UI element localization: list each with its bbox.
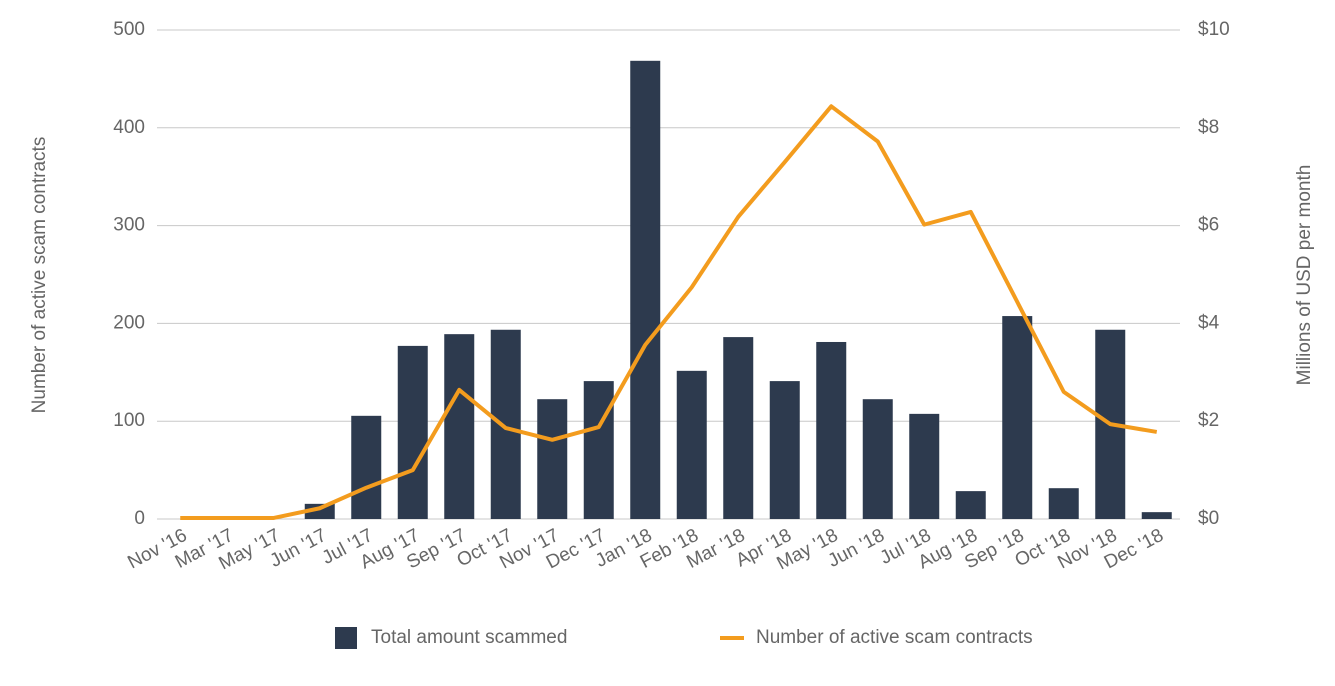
- bar: [676, 370, 707, 519]
- y-tick-label: 100: [113, 410, 145, 431]
- bar: [397, 345, 428, 519]
- y2-tick-label: $0: [1198, 508, 1219, 529]
- line: [180, 104, 1158, 521]
- legend-label: Total amount scammed: [371, 627, 567, 648]
- bar: [1002, 316, 1033, 519]
- y2-tick-label: $4: [1198, 312, 1220, 333]
- bar: [909, 413, 940, 519]
- bar: [351, 415, 382, 519]
- bar: [444, 334, 475, 519]
- bar: [955, 491, 986, 519]
- bar: [816, 341, 847, 519]
- y-tick-label: 200: [113, 312, 145, 333]
- bar: [862, 399, 893, 519]
- bar: [583, 381, 614, 519]
- bar: [630, 60, 661, 519]
- y-axis-title: Number of active scam contracts: [29, 137, 50, 414]
- y2-tick-label: $2: [1198, 410, 1219, 431]
- legend-label: Number of active scam contracts: [756, 627, 1033, 648]
- bar: [769, 381, 800, 519]
- y-tick-label: 300: [113, 215, 145, 236]
- y2-axis-title: Millions of USD per month: [1294, 165, 1315, 386]
- bar: [723, 337, 754, 519]
- bar: [490, 329, 521, 519]
- y-tick-label: 500: [113, 19, 145, 40]
- bar: [1141, 512, 1172, 519]
- y-tick-label: 400: [113, 117, 145, 138]
- y2-tick-label: $8: [1198, 117, 1219, 138]
- bar: [304, 503, 335, 519]
- y2-tick-label: $10: [1198, 19, 1230, 40]
- y2-tick-label: $6: [1198, 215, 1219, 236]
- legend-swatch: [335, 627, 357, 649]
- bar: [1048, 488, 1079, 519]
- y-tick-label: 0: [134, 508, 145, 529]
- bar: [537, 399, 568, 519]
